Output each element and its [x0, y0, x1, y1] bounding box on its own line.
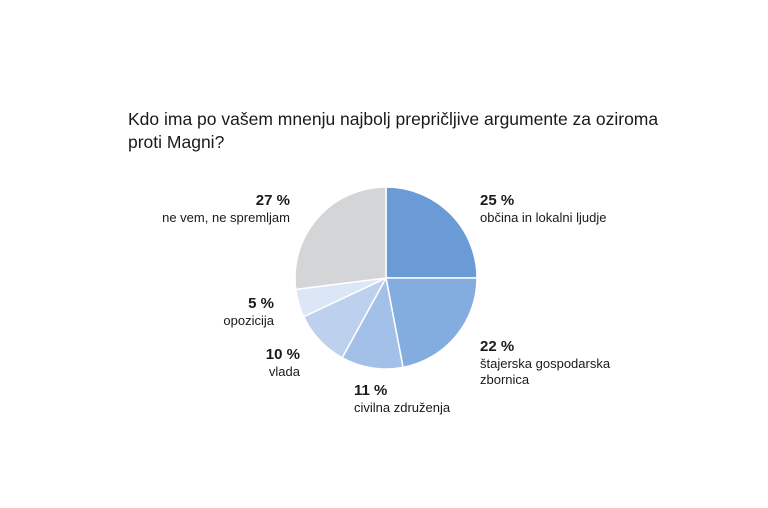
slice-value-label: 22 % [480, 338, 515, 355]
slice-category-label: opozicija [223, 313, 274, 328]
slice-label-ne-vem: 27 % ne vem, ne spremljam [120, 192, 290, 226]
slice-category-label: štajerska gospodarska zbornica [480, 356, 611, 387]
slice-label-obcina: 25 % občina in lokalni ljudje [480, 192, 606, 226]
slice-category-label: vlada [268, 364, 300, 379]
slice-category-label: občina in lokalni ljudje [480, 210, 607, 225]
slice-value-label: 27 % [255, 192, 290, 209]
slice-label-vlada: 10 % vlada [200, 346, 300, 380]
slice-category-label: civilna združenja [354, 400, 451, 415]
slice-value-label: 11 % [354, 382, 388, 399]
slice-category-label: ne vem, ne spremljam [162, 210, 290, 225]
slice-label-opozicija: 5 % opozicija [174, 295, 274, 329]
slice-label-gospodarska-zbornica: 22 % štajerska gospodarska zbornica [480, 338, 630, 388]
slice-value-label: 10 % [265, 346, 300, 363]
slice-label-civilna-zdruzenja: 11 % civilna združenja [354, 382, 450, 416]
slice-value-label: 5 % [248, 295, 274, 312]
slice-value-label: 25 % [480, 192, 515, 209]
slice-gospodarska-zbornica [385, 277, 478, 369]
slice-obcina [385, 186, 478, 279]
slice-ne-vem [294, 186, 387, 291]
chart-title: Kdo ima po vašem mnenju najbolj prepričl… [128, 109, 659, 152]
